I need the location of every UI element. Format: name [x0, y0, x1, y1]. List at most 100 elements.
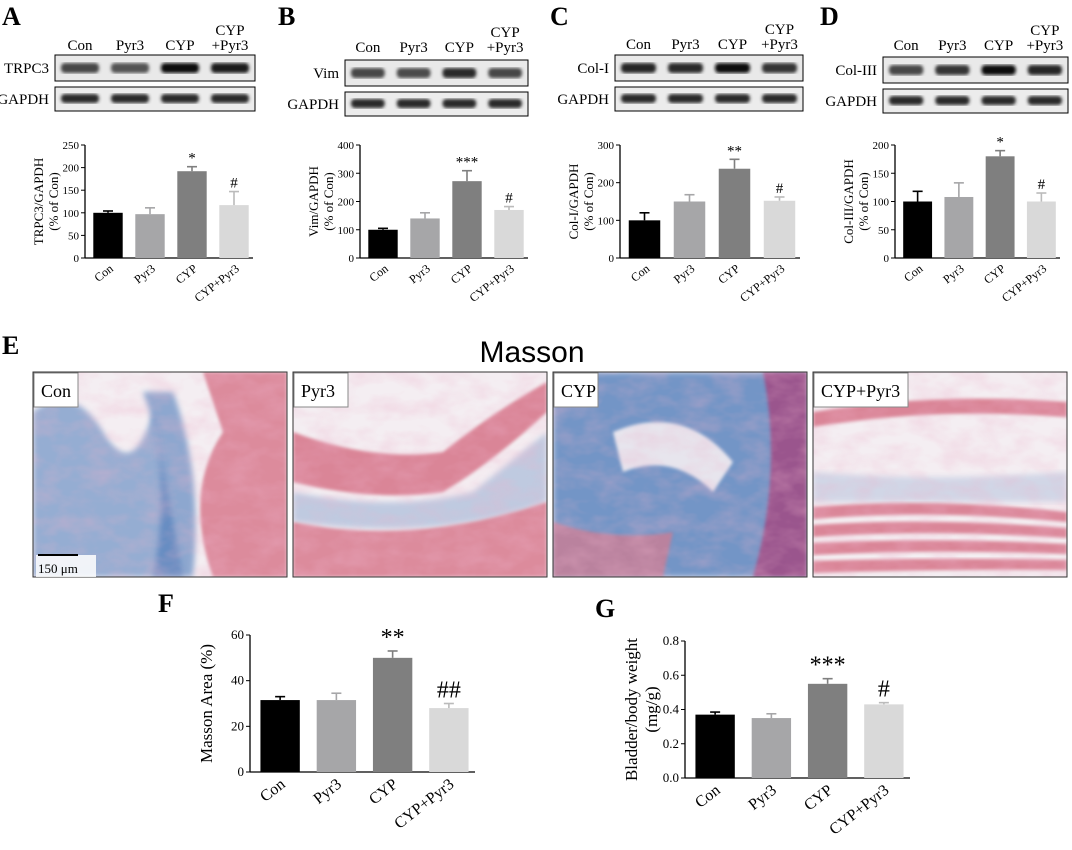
y-tick-label: 100	[338, 225, 355, 237]
category-label: Con	[257, 776, 288, 806]
category-label: Con	[366, 261, 390, 284]
chart-B: 0 100 200 300 400 Vim/GAPDH(% of Con) Con Pyr3 *…	[306, 140, 528, 305]
category-label: CYP	[801, 782, 836, 815]
lane-label: CYP	[491, 25, 520, 41]
lane-label: Con	[894, 38, 920, 54]
y-tick-label: 200	[338, 197, 355, 209]
y-tick-label: 50	[878, 225, 890, 237]
category-label: Con	[901, 261, 925, 284]
image-label: CYP	[561, 381, 596, 401]
gapdh-band	[1027, 96, 1062, 105]
chart-F: F 0 20 40 60 Masson Area (%) Con Pyr3 ** CYP ## CYP…	[158, 589, 475, 832]
masson-image-pyr3: Pyr3	[292, 371, 548, 578]
y-axis-label: Col-I/GAPDH(% of Con)	[566, 164, 596, 240]
bar-cyp-pyr3	[219, 205, 249, 258]
blot-band	[715, 63, 750, 73]
y-tick-label: 200	[873, 140, 890, 152]
lane-label: Pyr3	[938, 38, 966, 54]
bar-cyp-pyr3	[864, 704, 904, 778]
category-label: Con	[692, 782, 723, 812]
blot-band	[442, 68, 477, 78]
category-label: CYP+Pyr3	[737, 261, 787, 305]
y-tick-label: 0.0	[663, 770, 679, 785]
lane-label: Pyr3	[671, 37, 699, 53]
y-tick-label: 100	[873, 197, 890, 209]
y-tick-label: 50	[68, 230, 80, 242]
category-label: CYP	[448, 261, 475, 287]
y-tick-label: 200	[63, 163, 80, 175]
gapdh-band	[668, 94, 703, 103]
category-label: Pyr3	[406, 261, 432, 286]
y-tick-label: 60	[231, 627, 244, 642]
blot-band	[935, 65, 970, 75]
panel-letter: B	[278, 2, 295, 31]
blot-band	[161, 63, 199, 73]
gapdh-band	[396, 99, 431, 108]
lane-label: CYP	[984, 38, 1013, 54]
protein-label: Col-III	[835, 63, 877, 79]
category-label: CYP	[366, 776, 401, 809]
y-tick-label: 0.4	[663, 702, 680, 717]
y-tick-label: 300	[598, 140, 615, 152]
panel-letter: D	[820, 2, 839, 31]
image-label: Pyr3	[301, 381, 335, 401]
lane-label: +Pyr3	[1026, 38, 1063, 54]
significance-mark: #	[230, 176, 238, 192]
panel-letter: C	[550, 2, 569, 31]
y-tick-label: 0	[609, 253, 615, 265]
bar-con	[368, 229, 398, 258]
significance-mark: ***	[810, 653, 846, 679]
scale-bar-label: 150 μm	[38, 561, 78, 576]
panel-letter: A	[2, 2, 21, 31]
y-tick-label: 100	[63, 208, 80, 220]
category-label: Pyr3	[311, 776, 345, 808]
gapdh-band	[762, 94, 797, 103]
significance-mark: ***	[456, 155, 479, 171]
category-label: CYP+Pyr3	[999, 261, 1049, 305]
image-label: CYP+Pyr3	[821, 381, 900, 401]
blot-band	[396, 68, 431, 78]
y-tick-label: 0.6	[663, 667, 680, 682]
y-tick-label: 0	[884, 253, 890, 265]
gapdh-band	[981, 96, 1016, 105]
significance-mark: #	[505, 191, 513, 207]
blot-band	[211, 63, 249, 73]
blot-band	[61, 63, 99, 73]
gapdh-band	[715, 94, 750, 103]
panel-letter: G	[595, 594, 615, 623]
y-tick-label: 400	[338, 140, 355, 152]
panel-letter: F	[158, 589, 174, 618]
significance-mark: **	[727, 143, 742, 159]
bar-cyp-pyr3	[763, 200, 796, 258]
blot-band	[111, 63, 149, 73]
bar-con	[695, 714, 735, 778]
category-label: Pyr3	[131, 261, 157, 286]
y-tick-label: 200	[598, 178, 615, 190]
masson-image-cyp: CYP	[552, 371, 808, 578]
y-axis-label: TRPC3/GAPDH(% of Con)	[31, 158, 61, 245]
y-tick-label: 0	[349, 253, 355, 265]
significance-mark: #	[1038, 177, 1046, 193]
gapdh-label: GAPDH	[287, 97, 339, 113]
bar-cyp	[452, 181, 482, 258]
y-tick-label: 0.2	[663, 736, 679, 751]
lane-label: CYP	[215, 23, 244, 39]
blot-band	[621, 63, 656, 73]
lane-label: Con	[67, 38, 93, 54]
lane-label: CYP	[1030, 23, 1059, 39]
bar-pyr3	[135, 214, 165, 258]
image-label-box	[33, 372, 79, 408]
protein-label: TRPC3	[4, 61, 49, 77]
y-tick-label: 40	[231, 673, 244, 688]
category-label: CYP+Pyr3	[192, 261, 242, 305]
y-tick-label: 20	[231, 718, 244, 733]
y-tick-label: 250	[63, 140, 80, 152]
y-axis-label: Col-III/GAPDH(% of Con)	[841, 159, 871, 244]
